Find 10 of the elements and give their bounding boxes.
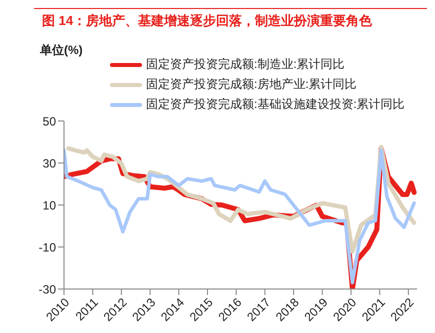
- y-axis-title: 单位(%): [40, 42, 84, 59]
- legend-label: 固定资产投资完成额:基础设施建设投资:累计同比: [146, 96, 405, 113]
- y-tick-label: 50: [42, 114, 56, 128]
- y-tick-label: 30: [42, 156, 56, 170]
- y-tick-label: -10: [38, 240, 56, 254]
- chart-title: 图 14：房地产、基建增速逐步回落，制造业扮演重要角色: [34, 8, 427, 30]
- legend-label: 固定资产投资完成额:房地产业:累计同比: [146, 76, 357, 93]
- y-tick-label: -30: [38, 282, 56, 296]
- y-tick-label: 10: [42, 198, 56, 212]
- legend-label: 固定资产投资完成额:制造业:累计同比: [146, 56, 345, 73]
